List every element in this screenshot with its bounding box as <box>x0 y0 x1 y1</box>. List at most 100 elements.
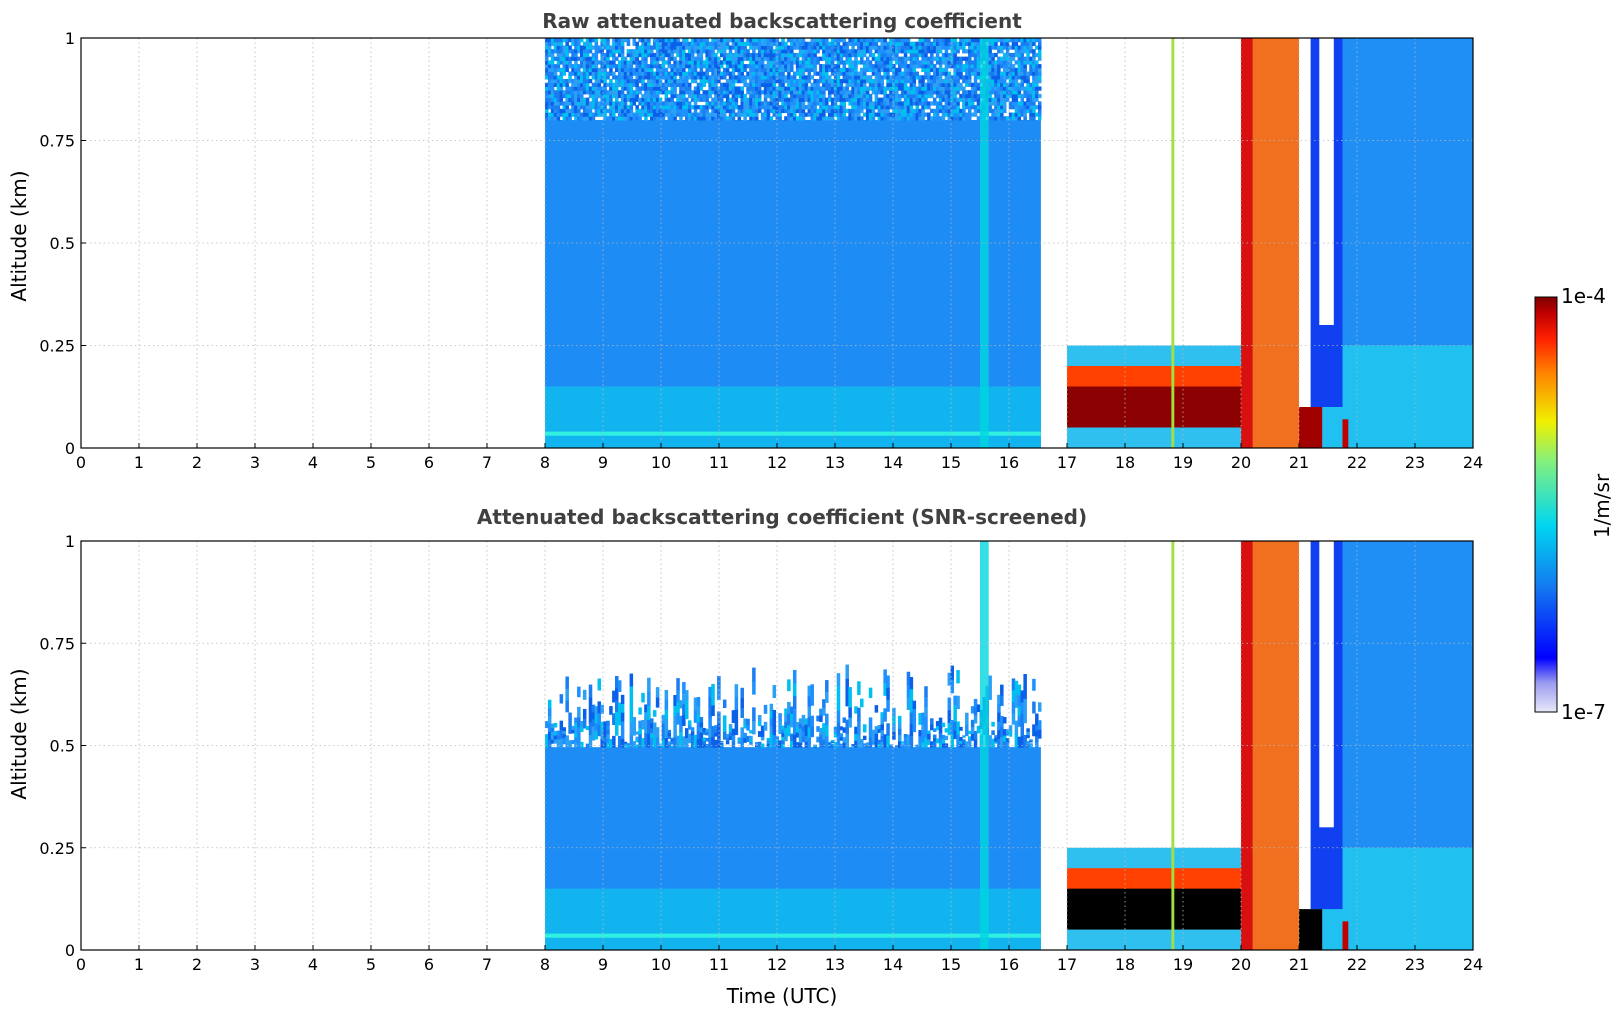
backscatter-cell <box>568 90 572 95</box>
backscatter-cell <box>612 112 616 117</box>
backscatter-cell <box>921 79 925 84</box>
backscatter-cell <box>970 90 975 95</box>
backscatter-cell <box>839 79 844 84</box>
backscatter-cell <box>988 41 992 46</box>
backscatter-cell <box>623 116 628 121</box>
backscatter-cell <box>632 52 637 58</box>
backscatter-cell <box>588 722 593 736</box>
backscatter-cell <box>848 64 852 69</box>
backscatter-cell <box>1000 90 1004 95</box>
backscatter-cell <box>819 105 823 110</box>
backscatter-cell <box>763 41 768 46</box>
backscatter-cell <box>632 729 637 736</box>
backscatter-cell <box>997 116 1001 121</box>
backscatter-cell <box>851 746 855 748</box>
backscatter-cell <box>606 738 610 744</box>
backscatter-cell <box>836 52 841 58</box>
backscatter-cell <box>970 726 975 734</box>
backscatter-cell <box>871 732 876 737</box>
backscatter-cell <box>967 730 972 735</box>
backscatter-cell <box>661 112 666 117</box>
backscatter-cell <box>617 93 622 99</box>
backscatter-cell <box>953 729 957 740</box>
backscatter-cell <box>865 744 870 746</box>
backscatter-cell <box>585 101 590 106</box>
backscatter-cell <box>647 75 651 80</box>
backscatter-cell <box>970 45 975 50</box>
backscatter-cell <box>658 745 663 748</box>
backscatter-cell <box>685 60 689 65</box>
backscatter-cell <box>591 38 596 43</box>
backscatter-cell <box>924 112 928 117</box>
backscatter-cell <box>577 90 581 95</box>
backscatter-cell <box>725 60 730 65</box>
backscatter-cell <box>970 82 975 87</box>
backscatter-cell <box>962 75 966 80</box>
backscatter-cell <box>921 82 925 87</box>
backscatter-cell <box>988 67 992 73</box>
backscatter-cell <box>807 93 812 99</box>
backscatter-cell <box>585 86 590 91</box>
backscatter-cell <box>717 56 721 61</box>
backscatter-cell <box>696 86 701 91</box>
backscatter-cell <box>918 108 922 114</box>
backscatter-cell <box>626 79 631 84</box>
backscatter-cell <box>997 90 1001 95</box>
backscatter-cell <box>685 97 689 102</box>
backscatter-cell <box>652 52 657 58</box>
backscatter-cell <box>547 90 552 95</box>
backscatter-cell <box>562 105 567 110</box>
backscatter-cell <box>757 64 762 69</box>
backscatter-cell <box>906 116 911 121</box>
backscatter-cell <box>857 707 861 722</box>
backscatter-cell <box>687 105 692 110</box>
backscatter-cell <box>1032 97 1036 102</box>
backscatter-cell <box>927 116 931 121</box>
backscatter-cell <box>912 86 917 91</box>
backscatter-cell <box>944 112 949 117</box>
backscatter-cell <box>679 112 683 117</box>
backscatter-cell <box>973 38 978 43</box>
backscatter-cell <box>603 736 607 743</box>
backscatter-cell <box>798 52 803 58</box>
backscatter-cell <box>664 38 669 43</box>
backscatter-cell <box>874 90 879 95</box>
backscatter-cell <box>705 64 709 69</box>
backscatter-cell <box>1037 101 1042 106</box>
backscatter-cell <box>897 71 902 76</box>
backscatter-cell <box>874 45 879 50</box>
backscatter-cell <box>874 60 879 65</box>
backscatter-cell <box>728 735 733 740</box>
backscatter-cell <box>550 38 555 43</box>
backscatter-cell <box>775 741 779 745</box>
backscatter-cell <box>565 60 569 65</box>
backscatter-cell <box>760 52 765 58</box>
backscatter-cell <box>615 38 619 43</box>
backscatter-cell <box>1020 56 1024 61</box>
backscatter-cell <box>953 105 957 110</box>
backscatter-cell <box>830 90 835 95</box>
backscatter-cell <box>717 71 721 76</box>
backscatter-cell <box>976 45 981 50</box>
backscatter-cell <box>819 101 823 106</box>
backscatter-cell <box>792 669 797 684</box>
backscatter-cell <box>874 67 879 73</box>
backscatter-cell <box>967 739 972 743</box>
backscatter-cell <box>790 740 794 748</box>
backscatter-cell <box>763 82 768 87</box>
backscatter-cell <box>769 97 774 102</box>
backscatter-cell <box>565 676 569 689</box>
backscatter-cell <box>1026 93 1030 99</box>
backscatter-cell <box>909 67 914 73</box>
backscatter-cell <box>679 715 683 725</box>
backscatter-cell <box>623 101 628 106</box>
backscatter-cell <box>900 60 905 65</box>
backscatter-cell <box>615 49 619 54</box>
backscatter-cell <box>845 97 849 102</box>
backscatter-cell <box>938 742 943 748</box>
backscatter-cell <box>906 108 911 114</box>
backscatter-cell <box>892 116 896 121</box>
backscatter-cell <box>617 702 622 715</box>
backscatter-cell <box>650 82 654 87</box>
backscatter-cell <box>953 116 957 121</box>
